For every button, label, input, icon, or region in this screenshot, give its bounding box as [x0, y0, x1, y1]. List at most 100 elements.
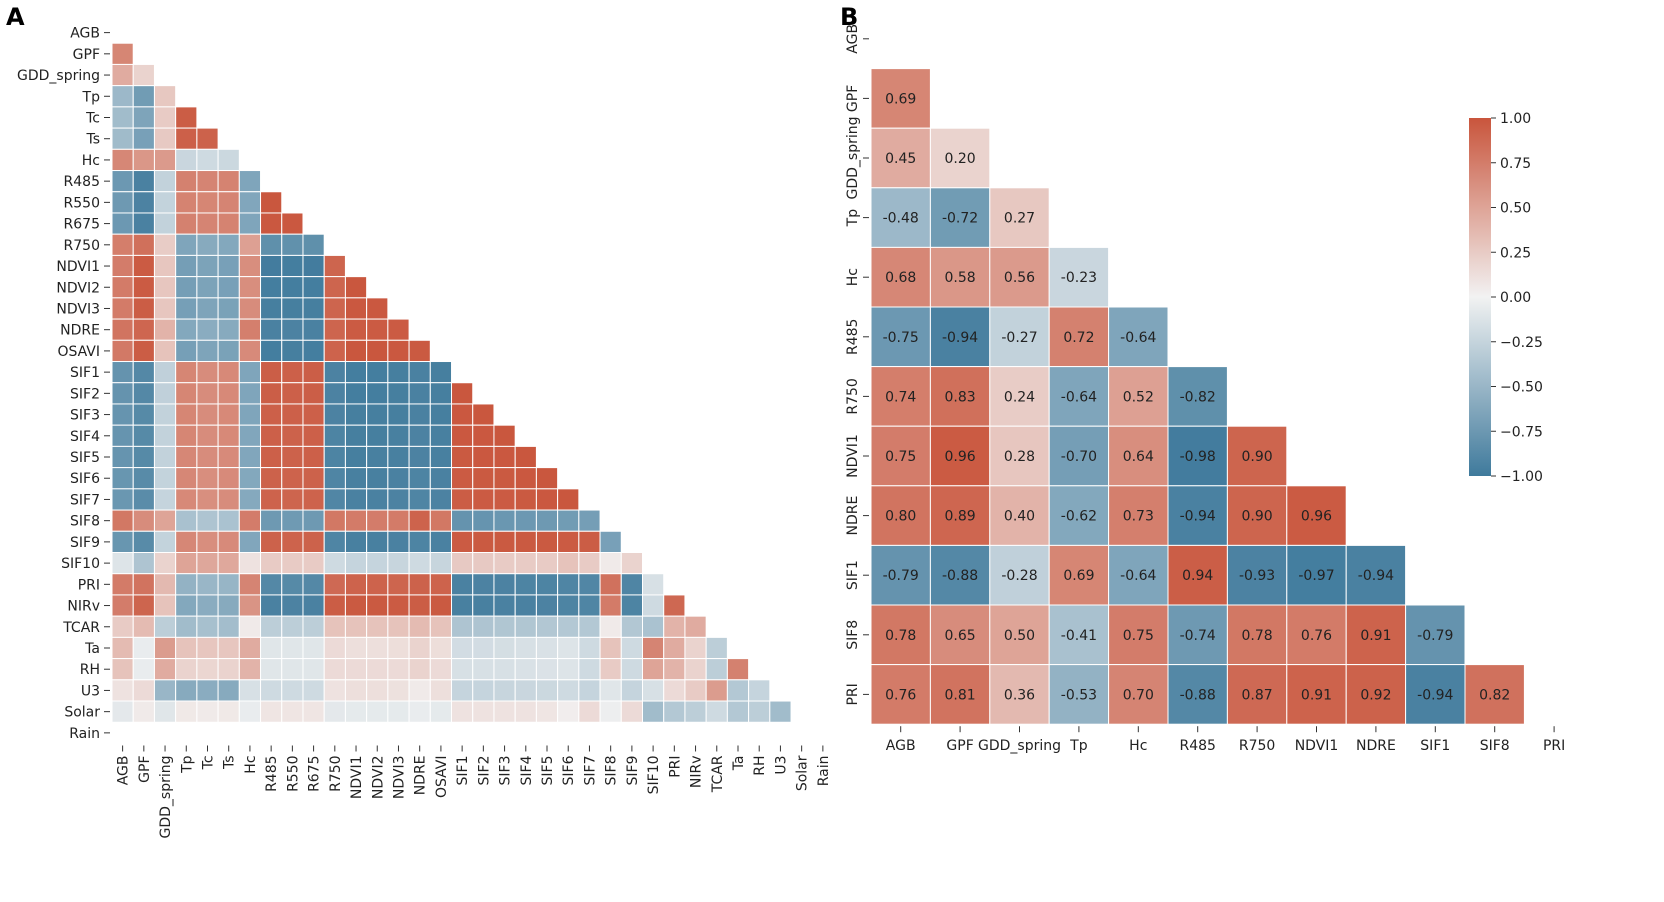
y-tick-label-AGB: AGB: [70, 26, 100, 42]
cell-SIF8-SIF2: [472, 509, 495, 532]
cell-SIF1-NDVI2: [366, 361, 389, 384]
cell-NDVI2-Tc: [196, 276, 219, 299]
cell-OSAVI-Hc: [238, 339, 262, 363]
cell-SIF9-Tc: [196, 530, 219, 554]
cell-SIF6-SIF5: [535, 467, 559, 490]
cell-U3-R485: [260, 679, 283, 702]
cell-SIF8-NDVI1: [344, 509, 368, 532]
cell-SIF10-R750: [323, 552, 346, 575]
cell-NIRv-SIF6: [557, 594, 580, 617]
y-tick-label-SIF4: SIF4: [70, 429, 100, 445]
cell-value-NDRE-Tp: -0.62: [1061, 509, 1097, 525]
cell-NDRE-GDD_spring: [989, 485, 1050, 546]
cell-R485-GDD_spring: [989, 306, 1050, 368]
cell-U3-R750: [323, 679, 346, 702]
cell-value-GDD_spring-AGB: 0.45: [885, 151, 916, 167]
cell-value-SIF8-AGB: 0.78: [885, 628, 916, 644]
cell-NDVI3-R675: [302, 297, 325, 320]
cell-Solar-U3: [769, 700, 792, 723]
cell-SIF9-SIF2: [472, 530, 495, 554]
y-tick-label-SIF10: SIF10: [61, 556, 100, 572]
cell-U3-SIF10: [642, 679, 665, 702]
x-tick-label-R750: R750: [328, 755, 344, 791]
cell-SIF5-Hc: [238, 445, 262, 469]
y-tick-label-NDVI1: NDVI1: [845, 434, 861, 478]
cell-SIF2-NDRE: [408, 382, 431, 405]
cell-NIRv-SIF2: [472, 594, 495, 617]
cell-Ta-TCAR: [705, 636, 728, 660]
cell-NIRv-Tc: [196, 594, 219, 617]
cell-TCAR-NDVI3: [387, 615, 410, 638]
cell-NDRE-Hc: [238, 318, 262, 341]
cell-Solar-NDVI1: [344, 700, 368, 723]
cell-R750-R550: [281, 233, 304, 256]
cell-Solar-SIF2: [472, 700, 495, 723]
cell-value-PRI-SIF8: 0.82: [1479, 687, 1510, 703]
cell-PRI-Ts: [217, 573, 240, 596]
colorbar-tick-label: −1.00: [1500, 469, 1543, 485]
cell-SIF8-OSAVI: [429, 509, 453, 532]
cell-PRI-SIF10: [642, 573, 665, 596]
cell-R750-R485: [260, 233, 283, 256]
colorbar-tick-label: 1.00: [1500, 111, 1531, 127]
cell-value-Hc-AGB: 0.68: [885, 270, 916, 286]
cell-SIF3-Ts: [217, 403, 240, 426]
cell-SIF5-GPF: [132, 445, 155, 469]
y-tick-label-SIF1: SIF1: [845, 560, 861, 590]
cell-NDRE-Ts: [217, 318, 240, 341]
cell-Solar-SIF8: [599, 700, 622, 723]
cell-NIRv-GPF: [132, 594, 155, 617]
x-tick-label-SIF10: SIF10: [646, 755, 662, 794]
y-tick-label-NDRE: NDRE: [845, 496, 861, 536]
x-tick-label-R485: R485: [264, 755, 280, 791]
cell-value-PRI-AGB: 0.76: [885, 687, 916, 703]
cell-value-R750-R485: -0.82: [1180, 389, 1216, 405]
cell-NDVI3-Hc: [238, 297, 262, 320]
cell-SIF7-R485: [260, 488, 283, 511]
cell-SIF4-GPF: [132, 424, 155, 447]
cell-SIF10-Tc: [196, 552, 219, 575]
cell-SIF4-OSAVI: [429, 424, 453, 447]
cell-Ta-R750: [323, 636, 346, 660]
cell-SIF8-GDD_spring: [153, 509, 177, 532]
cell-NIRv-SIF5: [535, 594, 559, 617]
cell-SIF1-Ts: [217, 361, 240, 384]
x-tick-label-SIF4: SIF4: [519, 755, 535, 785]
cell-SIF6-SIF3: [493, 467, 516, 490]
cell-Hc-Tc: [196, 148, 219, 172]
y-tick-label-SIF8: SIF8: [70, 514, 100, 530]
cell-R750-AGB: [870, 366, 931, 427]
cell-Solar-SIF3: [493, 700, 516, 723]
cell-value-PRI-SIF1: -0.94: [1417, 687, 1453, 703]
cell-SIF4-R750: [323, 424, 346, 447]
cell-SIF9-R485: [260, 530, 283, 554]
cell-SIF7-Ts: [217, 488, 240, 511]
cell-NIRv-Hc: [238, 594, 262, 617]
cell-Solar-R550: [281, 700, 304, 723]
cell-U3-Hc: [238, 679, 262, 702]
x-tick-label-PRI: PRI: [1543, 738, 1565, 754]
colorbar-tick-label: 0.75: [1500, 156, 1531, 172]
cell-value-NDRE-GPF: 0.89: [945, 509, 976, 525]
cell-Solar-SIF9: [620, 700, 644, 723]
cell-PRI-Hc: [238, 573, 262, 596]
cell-SIF9-SIF7: [578, 530, 601, 554]
cell-SIF2-R550: [281, 382, 304, 405]
x-tick-label-SIF1: SIF1: [1420, 738, 1450, 754]
cell-SIF7-AGB: [111, 488, 134, 511]
cell-value-Tp-GPF: -0.72: [942, 211, 978, 227]
cell-NDVI3-R750: [323, 297, 346, 320]
cell-value-GDD_spring-GPF: 0.20: [945, 151, 976, 167]
cell-NDRE-Tp: [175, 318, 198, 341]
cell-PRI-GDD_spring: [989, 664, 1050, 725]
y-tick-label-R750: R750: [845, 378, 861, 414]
cell-PRI-SIF1: [1405, 664, 1466, 725]
cell-NDRE-Tc: [196, 318, 219, 341]
cell-TCAR-R750: [323, 615, 346, 638]
cell-SIF8-R550: [281, 509, 304, 532]
y-tick-label-GDD_spring: GDD_spring: [845, 117, 861, 200]
cell-SIF5-R675: [302, 445, 325, 469]
cell-U3-RH: [748, 679, 771, 702]
cell-PRI-GPF: [132, 573, 155, 596]
cell-SIF8-AGB: [870, 604, 931, 666]
